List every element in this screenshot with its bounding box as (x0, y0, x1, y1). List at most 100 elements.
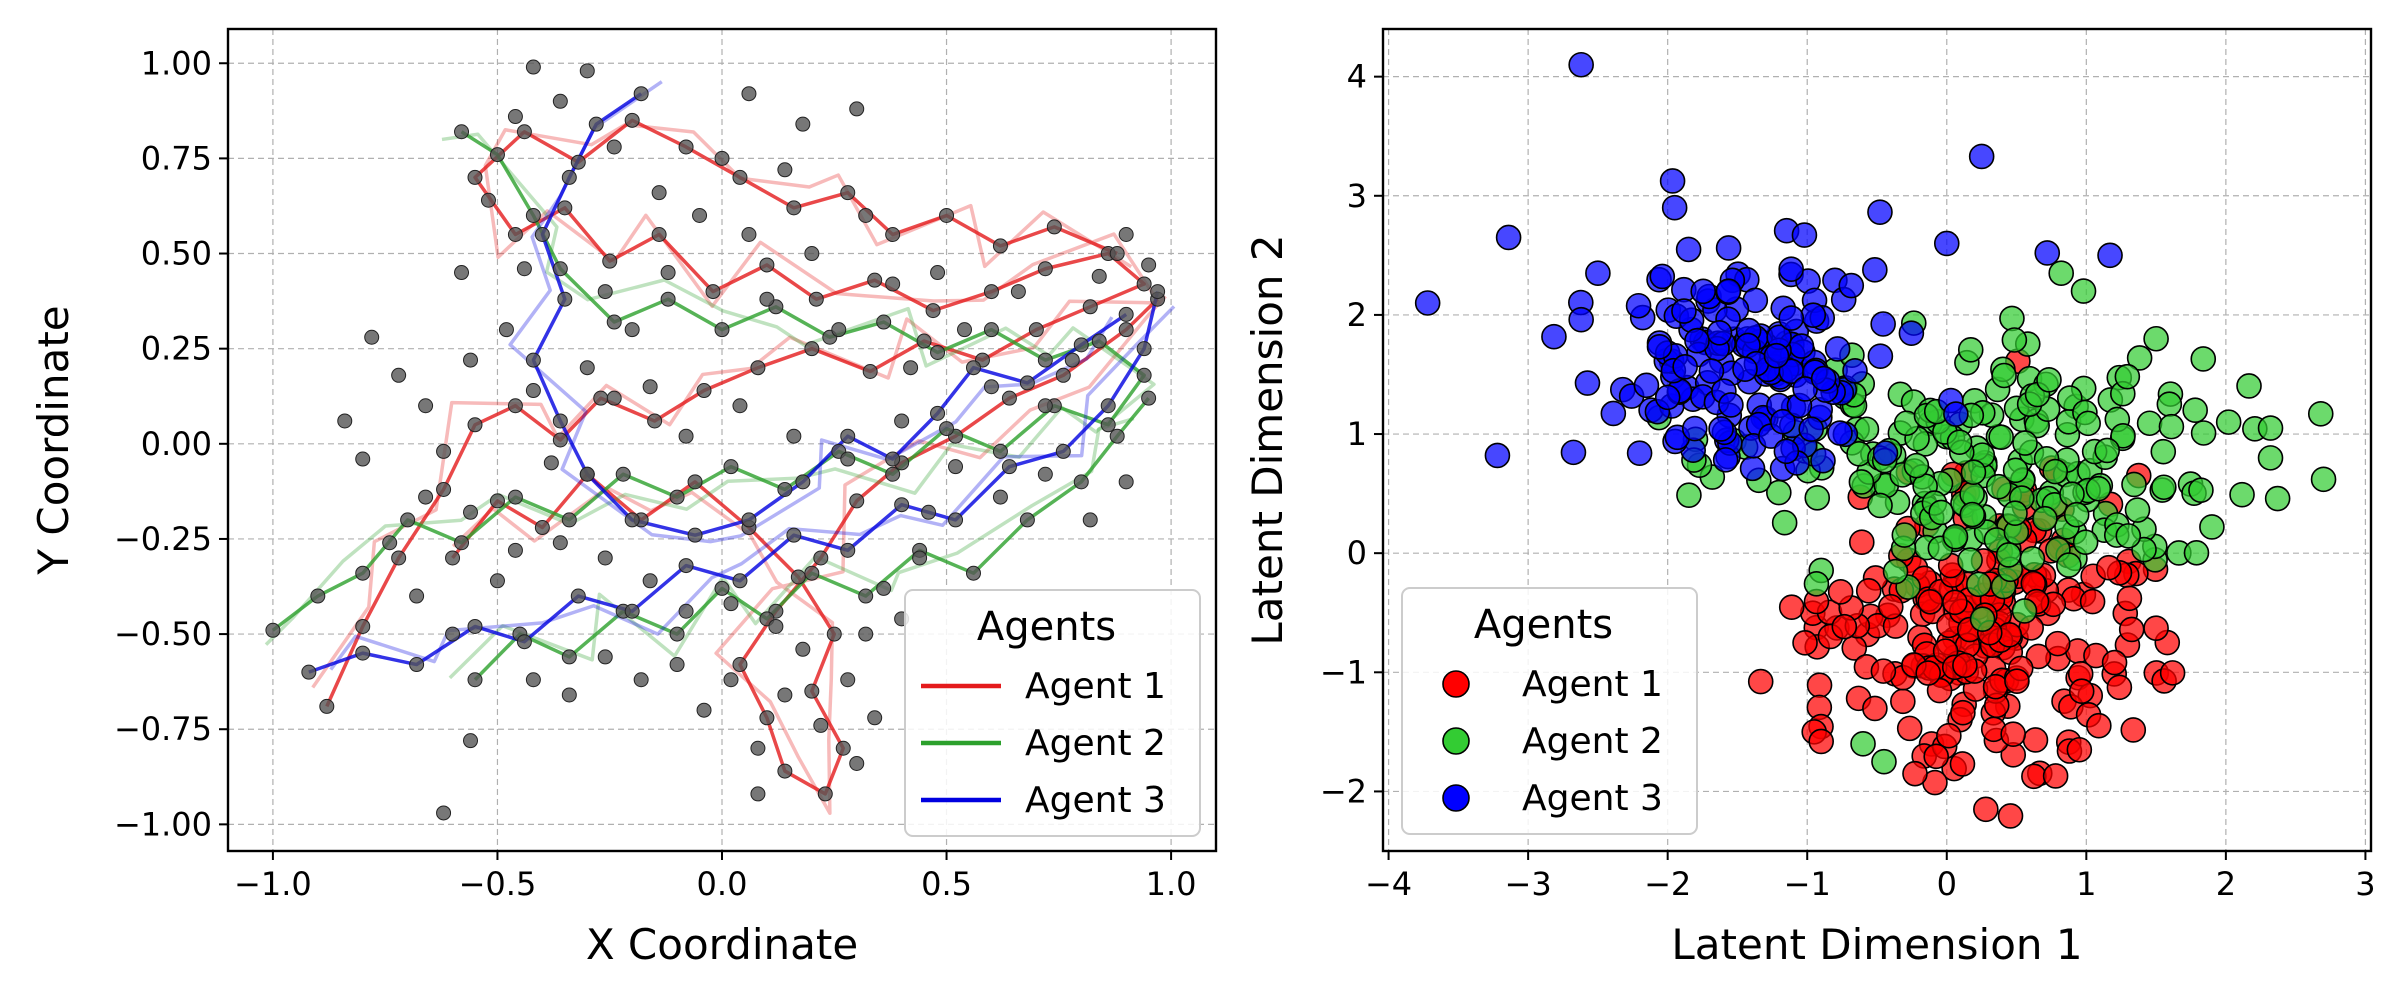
trajectory-point (759, 291, 775, 307)
right-legend-title: Agents (1474, 602, 1613, 648)
trajectory-point (436, 443, 452, 459)
trajectory-point (840, 542, 856, 558)
trajectory-point (777, 481, 793, 497)
trajectory-point (301, 664, 317, 680)
latent-point-agent-2 (2188, 477, 2214, 503)
trajectory-point (835, 740, 851, 756)
latent-point-agent-3 (1684, 327, 1710, 354)
trajectory-panel: −1.0 −0.5 0.0 0.5 1.0 −1.00 −0.75 −0.50 −0.25 0.0… (29, 27, 1218, 969)
latent-point-agent-1 (1878, 593, 1904, 620)
trajectory-3 (271, 130, 1146, 632)
right-x-tick-label: 2 (2216, 865, 2236, 903)
trajectory-point (552, 413, 568, 429)
latent-point-agent-3 (1484, 442, 1511, 469)
trajectory-point (310, 588, 326, 604)
latent-point-agent-2 (2042, 458, 2069, 485)
latent-point-agent-1 (1917, 588, 1944, 615)
latent-point-agent-1 (2044, 630, 2071, 657)
trajectory-point (759, 710, 775, 726)
trajectory-point (552, 93, 568, 109)
trajectory-point (858, 207, 874, 223)
trajectory-point (696, 702, 712, 718)
latent-point-agent-3 (1414, 290, 1441, 316)
trajectory-point (570, 588, 586, 604)
trajectory-point (1082, 299, 1098, 315)
trajectory-point (817, 786, 833, 802)
legend-label-agent-3: Agent 3 (1025, 780, 1166, 821)
latent-point-agent-3 (1791, 222, 1818, 248)
trajectory-point (732, 398, 748, 414)
latent-point-agent-3 (1824, 336, 1851, 362)
trajectory-point (606, 390, 622, 406)
latent-point-agent-2 (2257, 415, 2284, 441)
trajectory-point (939, 207, 955, 223)
trajectory-point (355, 565, 371, 581)
left-legend-title: Agents (977, 604, 1116, 650)
trajectory-point (894, 413, 910, 429)
left-legend-items: Agent 1 Agent 2 Agent 3 (921, 666, 1166, 821)
trajectory-point (808, 291, 824, 307)
latent-point-agent-2 (2190, 346, 2217, 372)
right-legend-items: Agent 1 Agent 2 Agent 3 (1442, 664, 1663, 819)
trajectory-point (1019, 375, 1035, 391)
legend-marker-agent-1 (1442, 670, 1470, 698)
latent-point-agent-3 (1718, 392, 1744, 418)
trajectory-point (826, 626, 842, 642)
latent-point-agent-3 (1541, 323, 1567, 350)
latent-point-agent-1 (1855, 577, 1882, 604)
trajectory-point (750, 786, 766, 802)
trajectory-point (579, 63, 595, 79)
latent-point-agent-3 (1654, 384, 1681, 411)
latent-point-agent-1 (1806, 672, 1833, 698)
trajectory-point (678, 139, 694, 155)
latent-point-agent-3 (1838, 272, 1865, 299)
left-legend-box (904, 589, 1201, 837)
trajectory-point (543, 455, 559, 471)
right-y-tick-label: 2 (1347, 296, 1367, 334)
latent-point-agent-2 (2114, 363, 2141, 390)
latent-point-agent-1 (1915, 660, 1941, 686)
latent-point-agent-1 (1896, 715, 1923, 742)
latent-point-agent-2 (2307, 400, 2334, 427)
trajectory-point (921, 504, 937, 520)
latent-point-agent-2 (2257, 445, 2284, 471)
left-x-tick-label: 1.0 (1146, 865, 1197, 903)
trajectory-point (894, 497, 910, 513)
latent-point-agent-1 (2086, 712, 2112, 739)
latent-point-agent-2 (2264, 485, 2291, 512)
trajectory-point (445, 550, 461, 566)
trajectory-point (741, 512, 757, 528)
trajectory-point (992, 238, 1008, 254)
latent-point-agent-2 (1985, 473, 2012, 500)
trajectory-point (930, 265, 946, 281)
trajectory-point (507, 489, 523, 505)
latent-point-agent-2 (2143, 325, 2169, 352)
latent-point-agent-2 (1969, 606, 1996, 632)
latent-point-agent-3 (1770, 408, 1796, 435)
right-plot-frame (1381, 27, 2373, 853)
trajectory-point (516, 261, 532, 277)
latent-point-agent-3 (1672, 353, 1698, 380)
trajectory-point (1141, 257, 1157, 273)
trajectory-point (489, 147, 505, 163)
latent-point-agent-3 (1870, 311, 1896, 337)
trajectory-point (642, 379, 658, 395)
trajectory-point (624, 603, 640, 619)
latent-point-agent-2 (1960, 459, 1987, 485)
latent-point-agent-1 (2068, 678, 2095, 705)
trajectory-point (732, 169, 748, 185)
trajectory-point (467, 618, 483, 634)
latent-point-agent-2 (2056, 552, 2082, 578)
trajectory-point (948, 459, 964, 475)
trajectory-point (840, 428, 856, 444)
trajectory-2 (451, 297, 1159, 796)
latent-point-agent-3 (1773, 438, 1800, 465)
trajectory-point (1118, 227, 1134, 242)
trajectory-point (651, 227, 667, 242)
trajectory-point (903, 360, 919, 376)
trajectory-point (1001, 459, 1017, 475)
trajectory-point (552, 535, 568, 551)
trajectory-point (1046, 219, 1062, 235)
trajectory-point (705, 284, 721, 300)
latent-point-agent-1 (2120, 717, 2147, 743)
